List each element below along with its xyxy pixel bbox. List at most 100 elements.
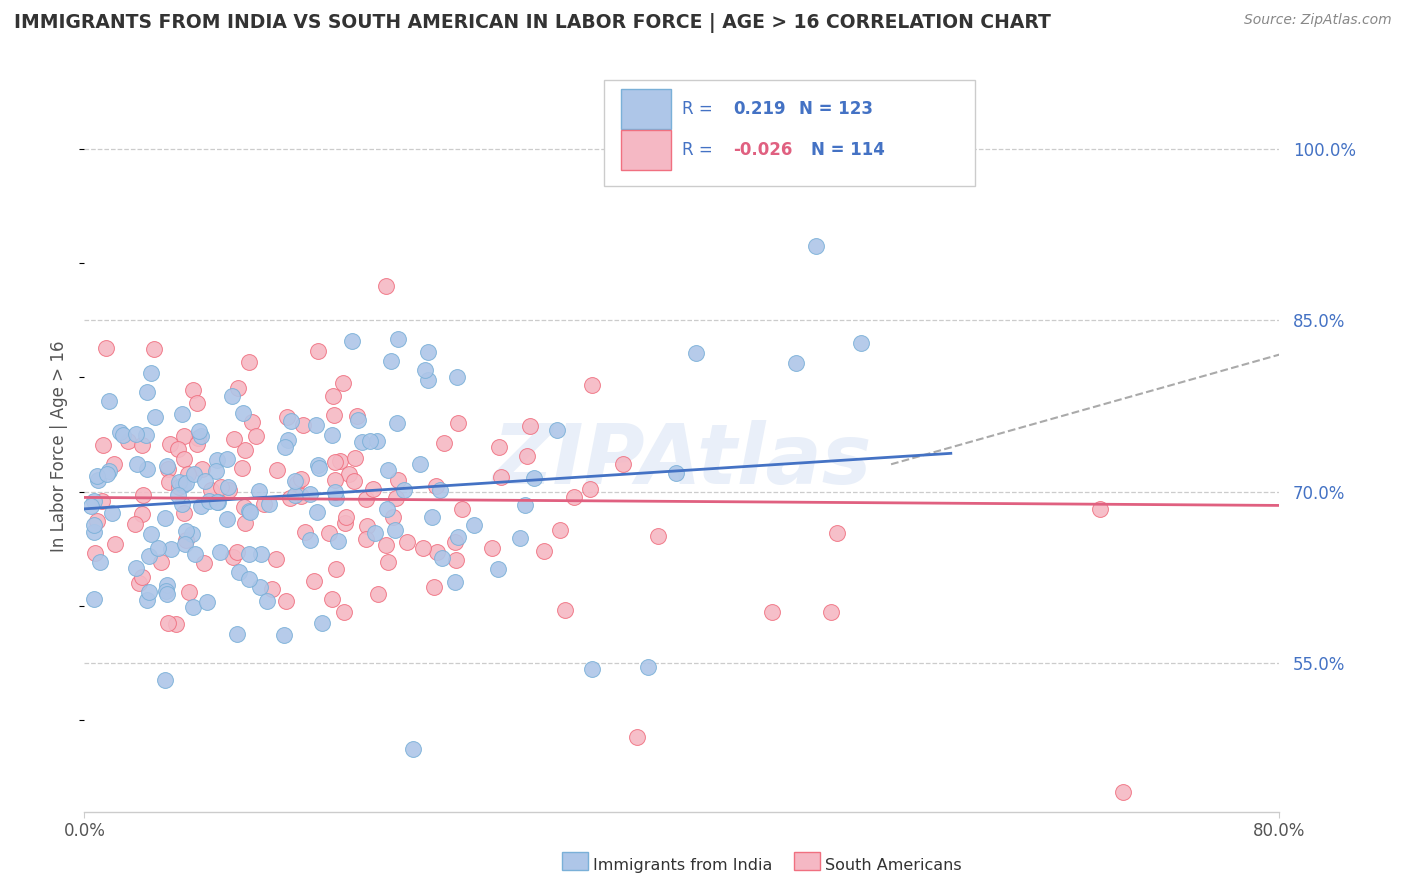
Point xyxy=(86,514,108,528)
FancyBboxPatch shape xyxy=(621,89,671,128)
Point xyxy=(323,485,346,500)
Point xyxy=(156,462,179,476)
Point xyxy=(205,464,228,478)
Point xyxy=(554,603,576,617)
Point xyxy=(402,742,425,756)
Point xyxy=(209,545,232,559)
Point xyxy=(463,517,485,532)
Point xyxy=(253,497,276,511)
Point xyxy=(94,341,117,355)
Point xyxy=(264,552,287,566)
Point xyxy=(187,431,209,445)
Point xyxy=(138,549,160,564)
Point xyxy=(447,416,470,430)
Point xyxy=(285,475,308,490)
Point xyxy=(665,466,688,480)
Point xyxy=(298,533,321,547)
Point xyxy=(322,408,344,422)
Point xyxy=(233,516,256,530)
Point xyxy=(197,595,219,609)
Point xyxy=(215,512,238,526)
Point xyxy=(172,478,194,492)
Point xyxy=(124,517,146,532)
Point xyxy=(325,491,347,505)
Point xyxy=(180,527,202,541)
Point xyxy=(80,500,103,514)
Point xyxy=(262,582,284,596)
Point xyxy=(626,731,648,745)
Point xyxy=(215,452,238,467)
Point xyxy=(377,463,399,477)
Point xyxy=(1090,501,1112,516)
Point xyxy=(131,507,153,521)
Point xyxy=(166,442,188,457)
Point xyxy=(200,483,222,497)
Point xyxy=(91,438,114,452)
Point xyxy=(486,562,509,576)
Point xyxy=(266,462,288,476)
Point xyxy=(350,434,373,449)
Point xyxy=(761,605,783,619)
Point xyxy=(425,479,447,493)
Point xyxy=(83,493,105,508)
Point xyxy=(232,406,254,420)
Point xyxy=(418,345,440,359)
Point xyxy=(156,616,179,631)
Point xyxy=(321,428,343,442)
Point xyxy=(446,370,468,384)
Point xyxy=(806,239,828,253)
Point xyxy=(138,584,160,599)
Point xyxy=(342,334,364,348)
Point xyxy=(173,506,195,520)
Point xyxy=(238,504,260,518)
Point xyxy=(290,489,312,503)
Point xyxy=(277,433,299,447)
Point xyxy=(274,594,297,608)
Point xyxy=(169,475,191,489)
Point xyxy=(637,659,659,673)
Point xyxy=(579,482,602,496)
Point xyxy=(647,529,669,543)
Point xyxy=(117,434,139,448)
Point xyxy=(392,483,415,497)
Point xyxy=(444,553,467,567)
Point xyxy=(172,498,194,512)
Point xyxy=(308,460,330,475)
Point xyxy=(377,555,399,569)
Point xyxy=(174,476,197,491)
Point xyxy=(205,453,228,467)
Point xyxy=(519,419,541,434)
Point xyxy=(173,429,195,443)
Point xyxy=(429,483,451,498)
Text: N = 123: N = 123 xyxy=(799,100,873,118)
Point xyxy=(167,480,190,494)
Point xyxy=(173,451,195,466)
Point xyxy=(827,526,849,541)
Text: ZIPAtlas: ZIPAtlas xyxy=(492,420,872,501)
Point xyxy=(233,443,256,458)
Point xyxy=(205,495,228,509)
Point xyxy=(820,605,842,619)
Point xyxy=(259,497,281,511)
Point xyxy=(239,505,262,519)
Point xyxy=(380,354,402,368)
Point xyxy=(194,474,217,488)
Text: IMMIGRANTS FROM INDIA VS SOUTH AMERICAN IN LABOR FORCE | AGE > 16 CORRELATION CH: IMMIGRANTS FROM INDIA VS SOUTH AMERICAN … xyxy=(14,13,1050,33)
Point xyxy=(488,440,510,454)
Point xyxy=(165,617,187,632)
Point xyxy=(186,396,208,410)
Point xyxy=(363,526,385,541)
Point xyxy=(221,389,243,403)
Point xyxy=(89,555,111,569)
Point xyxy=(384,491,406,506)
Point xyxy=(131,438,153,452)
Point xyxy=(83,517,105,532)
Point xyxy=(240,415,263,429)
Point xyxy=(181,383,204,397)
Point xyxy=(343,450,366,465)
Point xyxy=(291,417,314,432)
Point xyxy=(420,510,443,524)
Point xyxy=(197,494,219,508)
Point xyxy=(139,367,162,381)
Point xyxy=(186,437,208,451)
